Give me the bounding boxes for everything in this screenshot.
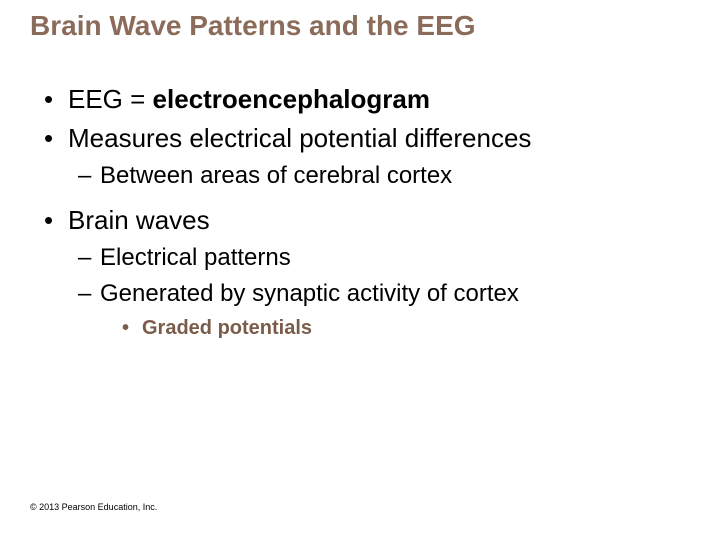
slide-content: EEG = electroencephalogram Measures elec… [30, 82, 690, 341]
bullet-graded-potentials: Graded potentials [30, 315, 690, 342]
bullet-eeg-definition: EEG = electroencephalogram [30, 82, 690, 117]
bullet-measures: Measures electrical potential difference… [30, 121, 690, 156]
bullet-generated-by: Generated by synaptic activity of cortex [30, 278, 690, 310]
bullet-between-areas: Between areas of cerebral cortex [30, 160, 690, 192]
bullet-text: Generated by synaptic activity of cortex [100, 280, 519, 307]
bullet-text: Brain waves [68, 205, 210, 235]
slide: Brain Wave Patterns and the EEG EEG = el… [0, 0, 720, 540]
bullet-electrical-patterns: Electrical patterns [30, 242, 690, 274]
bullet-brain-waves: Brain waves [30, 203, 690, 238]
bullet-text: Between areas of cerebral cortex [100, 162, 452, 189]
slide-title: Brain Wave Patterns and the EEG [30, 10, 690, 42]
bullet-text: Measures electrical potential difference… [68, 123, 531, 153]
bullet-text: Electrical patterns [100, 244, 291, 271]
bullet-text: EEG = [68, 84, 153, 114]
bullet-bold-term: electroencephalogram [153, 84, 430, 114]
copyright-notice: © 2013 Pearson Education, Inc. [30, 502, 157, 512]
bullet-text: Graded potentials [142, 317, 312, 339]
